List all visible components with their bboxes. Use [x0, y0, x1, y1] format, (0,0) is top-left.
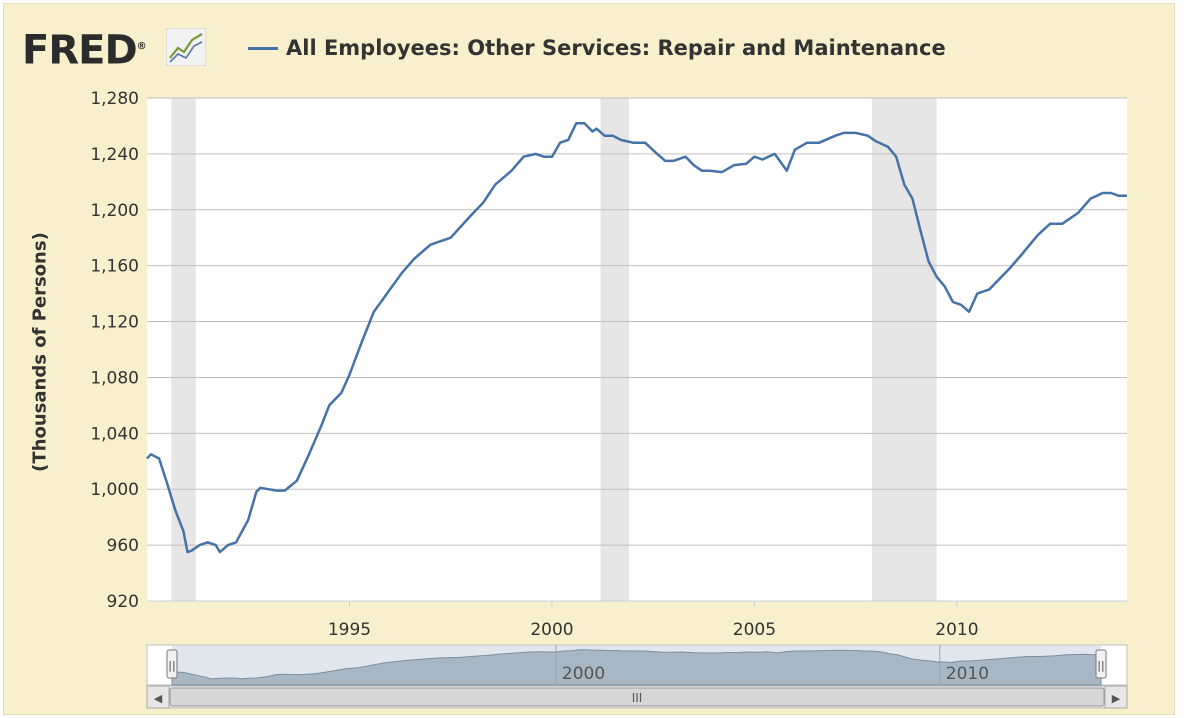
fred-logo[interactable]: FRED®	[22, 27, 147, 74]
scrollbar-grip: III	[632, 691, 643, 705]
y-tick-label: 1,200	[90, 201, 139, 221]
x-axis-ticks: 1995 2000 2005 2010	[147, 600, 1127, 640]
y-tick-label: 1,160	[90, 257, 139, 277]
y-tick-label: 1,000	[90, 480, 139, 500]
recession-band	[600, 98, 629, 601]
navigator-right-handle[interactable]	[1095, 649, 1107, 679]
series-line	[146, 121, 1127, 554]
recession-band	[871, 98, 937, 601]
navigator[interactable]: 2000 2010 || || ◀ ▶ III	[146, 644, 1128, 709]
chart-legend[interactable]: All Employees: Other Services: Repair an…	[248, 33, 946, 63]
plot-background	[147, 98, 1127, 601]
y-tick-label: 920	[107, 592, 139, 612]
x-tick-label: 2010	[935, 620, 978, 640]
legend-swatch	[248, 46, 278, 50]
series-layer	[146, 121, 1127, 554]
y-tick-label: 960	[107, 536, 139, 556]
legend-label: All Employees: Other Services: Repair an…	[286, 36, 946, 60]
navigator-series-area	[171, 649, 1102, 686]
scroll-right-icon: ▶	[1112, 692, 1121, 705]
y-tick-label: 1,280	[90, 89, 139, 109]
line-chart-icon	[166, 28, 206, 66]
y-tick-label: 1,080	[90, 368, 139, 388]
navigator-left-handle[interactable]	[166, 649, 178, 679]
navigator-label: 2000	[562, 664, 605, 684]
y-tick-label: 1,120	[90, 313, 139, 333]
recession-band	[171, 98, 196, 601]
x-tick-label: 2000	[530, 620, 573, 640]
handle-grip: ||	[168, 659, 175, 672]
y-axis-ticks: 920 960 1,000 1,040 1,080 1,120 1,160 1,200 1,24…	[90, 89, 139, 612]
scroll-right-button[interactable]	[1104, 685, 1128, 709]
x-tick-label: 1995	[328, 620, 371, 640]
scrollbar-thumb[interactable]	[169, 687, 1105, 707]
handle-grip: ||	[1097, 659, 1104, 672]
scroll-left-icon: ◀	[154, 692, 163, 705]
y-tick-label: 1,240	[90, 145, 139, 165]
scroll-left-button[interactable]	[146, 685, 170, 709]
y-tick-label: 1,040	[90, 424, 139, 444]
navigator-label: 2010	[946, 664, 989, 684]
x-tick-label: 2005	[733, 620, 776, 640]
